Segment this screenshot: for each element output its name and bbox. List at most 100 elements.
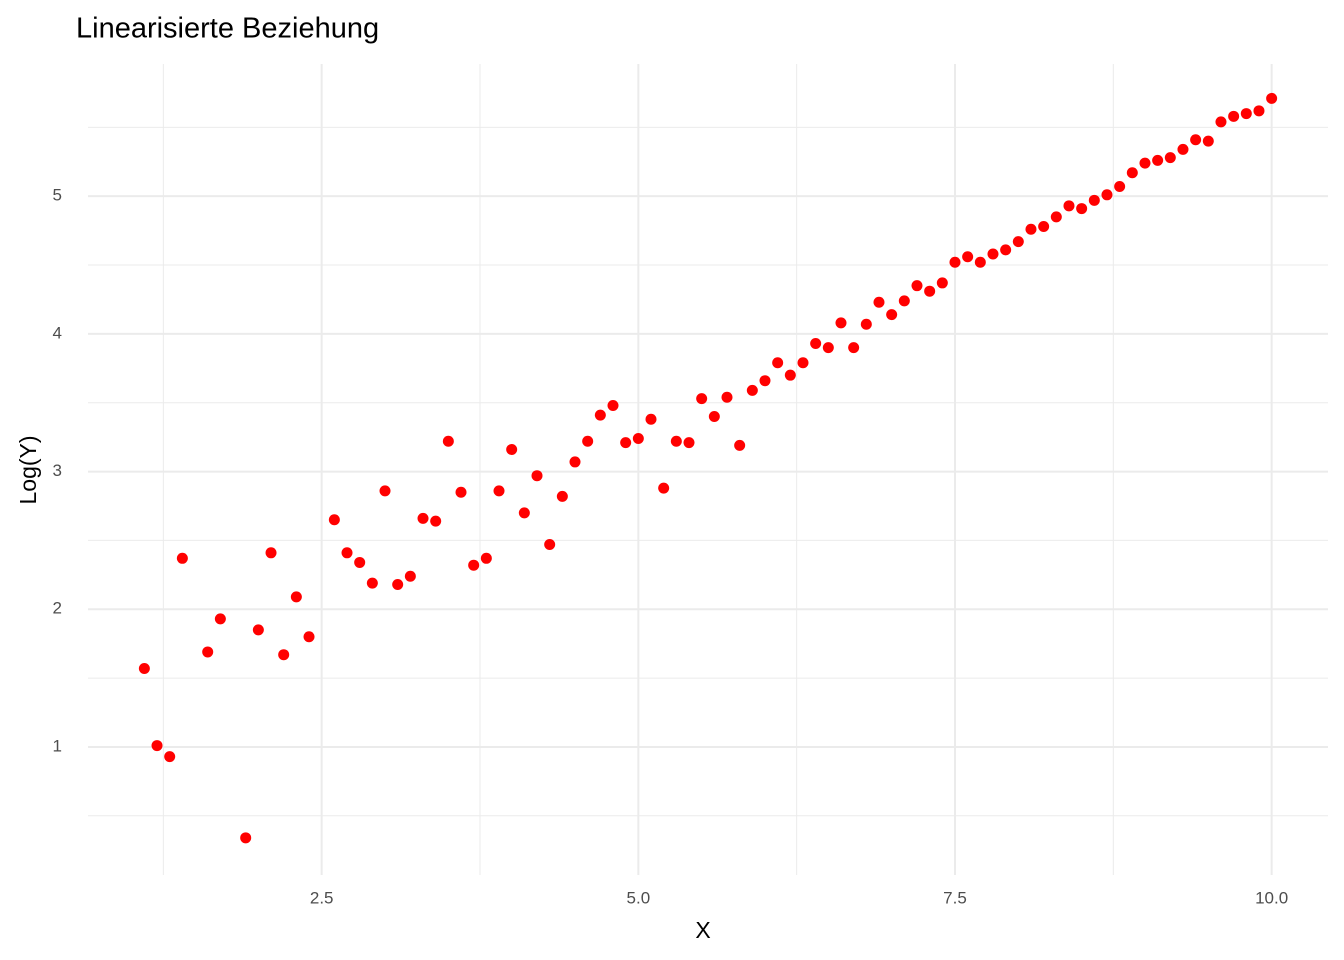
point — [734, 439, 746, 451]
y-tick-label: 4 — [53, 323, 62, 342]
point — [683, 437, 695, 449]
point — [1038, 220, 1050, 232]
point — [430, 515, 442, 527]
point — [265, 547, 277, 559]
point — [442, 435, 454, 447]
point — [392, 578, 404, 590]
point — [1190, 134, 1202, 146]
point — [974, 256, 986, 268]
point — [354, 556, 366, 568]
point — [278, 649, 290, 661]
point — [290, 591, 302, 603]
point — [404, 570, 416, 582]
point — [949, 256, 961, 268]
point — [252, 624, 264, 636]
point — [822, 342, 834, 354]
y-tick-label: 3 — [53, 461, 62, 480]
point — [303, 631, 315, 643]
point — [468, 559, 480, 571]
point — [1253, 105, 1265, 117]
point — [607, 399, 619, 411]
point — [594, 409, 606, 421]
point — [1152, 154, 1164, 166]
point — [1050, 211, 1062, 223]
point — [1000, 244, 1012, 256]
point — [924, 285, 936, 297]
point — [696, 393, 708, 405]
point — [569, 456, 581, 468]
x-tick-label: 7.5 — [943, 888, 967, 907]
point — [1266, 92, 1278, 104]
point — [632, 433, 644, 445]
point — [936, 277, 948, 289]
point — [531, 470, 543, 482]
point — [860, 318, 872, 330]
point — [962, 251, 974, 263]
point — [506, 444, 518, 456]
point — [379, 485, 391, 497]
point — [480, 552, 492, 564]
point — [1215, 116, 1227, 128]
point — [455, 486, 467, 498]
point — [366, 577, 378, 589]
point — [746, 384, 758, 396]
point — [341, 547, 353, 559]
point — [759, 375, 771, 387]
point — [873, 296, 885, 308]
points — [138, 92, 1278, 844]
chart-title: Linearisierte Beziehung — [76, 13, 379, 45]
point — [151, 740, 163, 752]
point — [1025, 223, 1037, 235]
point — [1164, 152, 1176, 164]
point — [670, 435, 682, 447]
y-tick-label: 2 — [53, 599, 62, 618]
point — [987, 248, 999, 260]
point — [1228, 110, 1240, 122]
point — [1240, 108, 1252, 120]
point — [518, 507, 530, 519]
point — [721, 391, 733, 403]
point — [886, 309, 898, 321]
point — [176, 552, 188, 564]
point — [1126, 167, 1138, 179]
point — [417, 512, 429, 524]
y-tick-label: 5 — [53, 186, 62, 205]
point — [328, 514, 340, 526]
point — [1088, 194, 1100, 206]
point — [848, 342, 860, 354]
point — [1139, 157, 1151, 169]
point — [240, 832, 252, 844]
point — [658, 482, 670, 494]
point — [708, 410, 720, 422]
point — [164, 751, 176, 763]
point — [1012, 236, 1024, 248]
point — [835, 317, 847, 329]
point — [1114, 181, 1126, 193]
point — [138, 662, 150, 674]
point — [556, 490, 568, 502]
point — [797, 357, 809, 369]
x-axis-title: X — [695, 917, 710, 943]
y-tick-label: 1 — [53, 736, 62, 755]
x-tick-label: 5.0 — [627, 888, 651, 907]
point — [214, 613, 226, 625]
point — [784, 369, 796, 381]
point — [1063, 200, 1075, 212]
x-tick-label: 2.5 — [310, 888, 334, 907]
point — [202, 646, 214, 658]
point — [1076, 203, 1088, 215]
point — [582, 435, 594, 447]
x-tick-label: 10.0 — [1255, 888, 1288, 907]
point — [493, 485, 505, 497]
point — [810, 338, 822, 350]
point — [645, 413, 657, 425]
y-axis-title: Log(Y) — [15, 435, 41, 504]
point — [911, 280, 923, 292]
point — [1101, 189, 1113, 201]
point — [772, 357, 784, 369]
point — [1177, 143, 1189, 155]
point — [620, 437, 632, 449]
point — [1202, 135, 1214, 147]
point — [544, 539, 556, 551]
grid — [88, 64, 1328, 875]
